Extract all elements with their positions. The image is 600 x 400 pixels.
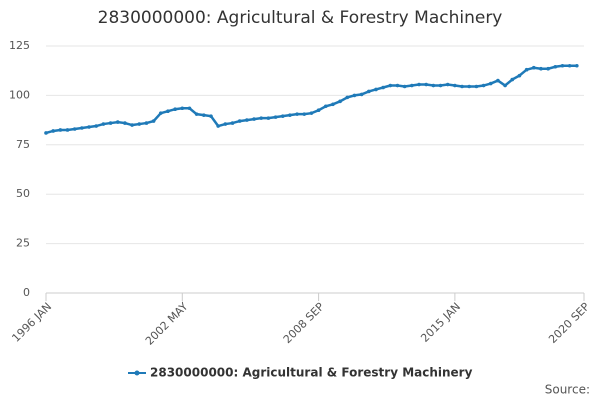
point: [72, 127, 77, 131]
point: [345, 95, 350, 100]
y-tick-label: 0: [23, 286, 30, 299]
point: [51, 129, 55, 133]
point: [123, 121, 127, 125]
point: [137, 122, 142, 126]
point: [546, 66, 550, 71]
point: [259, 116, 264, 120]
legend-marker: [134, 370, 140, 376]
x-tick-label: 2020 SEP: [546, 300, 592, 346]
point: [108, 121, 113, 125]
point: [402, 84, 407, 89]
point: [173, 107, 177, 112]
point: [216, 124, 220, 128]
point: [560, 63, 565, 68]
y-tick-label: 100: [9, 88, 30, 101]
point: [417, 82, 421, 87]
point: [531, 65, 536, 70]
point: [460, 84, 464, 89]
point: [94, 124, 99, 128]
y-tick-label: 25: [16, 237, 30, 250]
point: [202, 113, 206, 117]
point: [431, 83, 436, 88]
point: [209, 114, 213, 118]
point: [395, 83, 400, 88]
point: [166, 109, 170, 114]
x-tick-label: 2015 JAN: [418, 300, 463, 345]
point: [331, 102, 335, 107]
point: [237, 119, 242, 123]
point: [438, 83, 443, 88]
point: [517, 73, 522, 78]
point: [524, 67, 529, 72]
point: [323, 104, 328, 109]
legend-label: 2830000000: Agricultural & Forestry Mach…: [150, 366, 473, 380]
point: [510, 77, 515, 82]
point: [115, 120, 120, 124]
point: [151, 119, 156, 123]
point: [539, 66, 543, 71]
point: [453, 83, 457, 88]
point: [503, 83, 507, 88]
point: [445, 82, 450, 87]
point: [144, 121, 149, 125]
point: [194, 112, 199, 116]
point: [130, 123, 134, 127]
point: [553, 64, 558, 69]
chart-title: 2830000000: Agricultural & Forestry Mach…: [98, 8, 503, 28]
point: [230, 121, 235, 125]
point: [359, 92, 364, 97]
point: [367, 89, 371, 94]
point: [87, 125, 91, 129]
point: [302, 112, 307, 116]
point: [223, 122, 228, 126]
point: [567, 63, 572, 68]
point: [280, 114, 285, 118]
point: [252, 117, 256, 121]
point: [575, 63, 579, 68]
y-tick-label: 75: [16, 138, 30, 151]
point: [245, 118, 249, 122]
y-tick-label: 50: [16, 187, 30, 200]
point: [295, 112, 299, 116]
point: [80, 126, 84, 130]
point: [65, 128, 70, 132]
point: [352, 93, 357, 98]
point: [496, 78, 500, 83]
point: [180, 106, 185, 111]
point: [44, 131, 48, 135]
point: [309, 111, 314, 115]
point: [381, 85, 385, 90]
point: [374, 87, 378, 92]
point: [488, 81, 493, 86]
point: [481, 83, 486, 88]
x-tick-label: 1996 JAN: [9, 300, 54, 345]
point: [288, 113, 292, 117]
point: [187, 106, 192, 111]
point: [316, 108, 321, 113]
point: [58, 128, 63, 132]
point: [467, 84, 472, 89]
point: [273, 115, 278, 119]
point: [101, 122, 106, 126]
point: [338, 99, 342, 104]
point: [410, 83, 414, 88]
point: [158, 111, 163, 115]
y-tick-label: 125: [9, 39, 30, 52]
point: [474, 84, 479, 89]
point: [424, 82, 428, 87]
x-tick-label: 2002 MAY: [143, 300, 191, 348]
point: [266, 116, 271, 120]
source: Source:: [545, 383, 590, 397]
point: [388, 83, 393, 88]
x-tick-label: 2008 SEP: [281, 300, 327, 346]
